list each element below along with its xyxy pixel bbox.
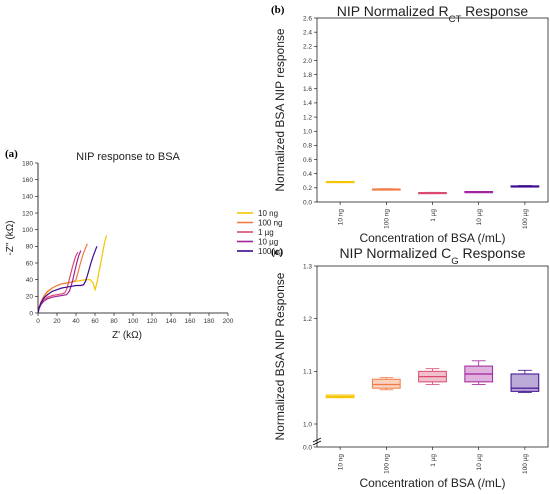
chart-a-x-tick-label: 0 [36, 318, 40, 325]
chart-c-title-sub: G [451, 256, 458, 267]
chart-c-y-label: Normalized BSA NIP Response [273, 272, 287, 440]
chart-a-series-line [37, 251, 79, 314]
chart-a-y-tick-label: 40 [26, 277, 34, 284]
chart-a-title: NIP response to BSA [76, 151, 180, 163]
chart-c-title-main: NIP Normalized C [339, 245, 451, 261]
chart-b-y-tick-label: 0.0 [303, 199, 312, 206]
chart-a-series-line [37, 250, 82, 314]
panel-a-letter: (a) [5, 148, 18, 160]
chart-b-y-tick-label: 2.4 [303, 29, 312, 36]
chart-c-y-tick-label: 0.0 [303, 444, 312, 451]
chart-a-x-tick-label: 100 [128, 318, 139, 325]
chart-a-y-tick-label: 160 [22, 177, 33, 184]
chart-a-x-tick-label: 140 [166, 318, 177, 325]
chart-b-title-end: Response [461, 3, 528, 19]
chart-a-y-tick-label: 0 [29, 310, 33, 317]
chart-b-y-tick-label: 1.6 [303, 86, 312, 93]
chart-a-x-tick-label: 80 [110, 318, 118, 325]
chart-a-x-tick-label: 20 [53, 318, 61, 325]
chart-b-x-tick-label: 1 µg [430, 209, 437, 222]
chart-b-x-tick-label: 10 µg [476, 209, 483, 226]
chart-a-y-tick-label: 180 [22, 160, 33, 167]
chart-a-x-tick-label: 60 [91, 318, 99, 325]
chart-a-y-label: -Z'' (kΩ) [5, 220, 16, 255]
chart-c-y-tick-label: 1.2 [303, 316, 312, 323]
chart-c-x-label: Concentration of BSA (/mL) [359, 476, 505, 490]
chart-b-y-tick-label: 0.2 [303, 185, 312, 192]
chart-a-legend-label: 10 ng [258, 209, 278, 218]
chart-a-y-tick-label: 120 [22, 210, 33, 217]
chart-c-x-tick-label: 10 µg [476, 454, 483, 471]
chart-b-title-main: NIP Normalized R [337, 3, 449, 19]
chart-b-y-label: Normalized BSA NIP response [273, 28, 287, 192]
chart-b-y-tick-label: 1.0 [303, 129, 312, 136]
chart-c-box [371, 378, 401, 389]
chart-c-y-tick-label: 1.3 [303, 263, 312, 270]
chart-a-y-tick-label: 140 [22, 194, 33, 201]
chart-b-y-tick-label: 0.8 [303, 143, 312, 150]
chart-c-x-tick-label: 1 µg [430, 454, 437, 467]
chart-b-x-label: Concentration of BSA (/mL) [359, 231, 505, 245]
chart-a-legend-label: 1 µg [258, 228, 274, 237]
chart-a-y-tick-label: 80 [26, 244, 34, 251]
chart-b-x-tick-label: 100 ng [384, 209, 391, 229]
chart-a-x-tick-label: 120 [147, 318, 158, 325]
chart-c-title: NIP Normalized CG Response [339, 245, 525, 267]
chart-b-y-tick-label: 1.4 [303, 100, 312, 107]
chart-b-y-tick-label: 2.2 [303, 44, 312, 51]
chart-b-frame [316, 17, 549, 203]
chart-a-series-line [37, 243, 88, 314]
chart-a-legend-label: 10 µg [258, 237, 278, 246]
chart-b-y-tick-label: 2.6 [303, 15, 312, 22]
chart-b-y-tick-label: 0.6 [303, 157, 312, 164]
chart-a-x-label: Z' (kΩ) [112, 330, 142, 341]
chart-a-x-tick-label: 40 [72, 318, 80, 325]
chart-a-series-line [37, 246, 98, 314]
chart-c-axis-break-mark [312, 440, 322, 446]
chart-b-x-tick-label: 100 µg [522, 209, 529, 229]
chart-c-x-tick-label: 10 ng [337, 454, 344, 471]
chart-b-y-tick-label: 1.2 [303, 114, 312, 121]
chart-c-axis-break-mark [312, 437, 322, 443]
chart-a-x-tick-label: 160 [185, 318, 196, 325]
chart-b-title: NIP Normalized RCT Response [337, 3, 529, 25]
chart-b-y-tick-label: 2.0 [303, 58, 312, 65]
chart-a-x-tick-label: 200 [223, 318, 234, 325]
chart-b-x-tick-label: 10 ng [337, 209, 344, 226]
chart-c-y-tick-label: 1.1 [303, 369, 312, 376]
chart-a-x-tick-label: 180 [204, 318, 215, 325]
chart-c-box [510, 373, 540, 392]
panel-b-letter: (b) [271, 4, 285, 16]
chart-a-legend-label: 100 ng [258, 218, 282, 227]
chart-b-y-tick-label: 1.8 [303, 72, 312, 79]
chart-a-y-tick-label: 60 [26, 260, 34, 267]
chart-c-x-tick-label: 100 µg [522, 454, 529, 474]
chart-a-y-tick-label: 100 [22, 227, 33, 234]
chart-b-title-sub: CT [449, 14, 462, 25]
chart-a-y-tick-label: 20 [26, 294, 34, 301]
chart-c-y-tick-label: 1.0 [303, 421, 312, 428]
chart-c-x-tick-label: 100 ng [384, 454, 391, 474]
panel-c-letter: (c) [271, 246, 284, 258]
chart-c-title-end: Response [459, 245, 526, 261]
chart-a-legend-label: 100 µg [258, 247, 283, 256]
chart-b-y-tick-label: 0.4 [303, 171, 312, 178]
chart-c-frame [316, 265, 549, 448]
